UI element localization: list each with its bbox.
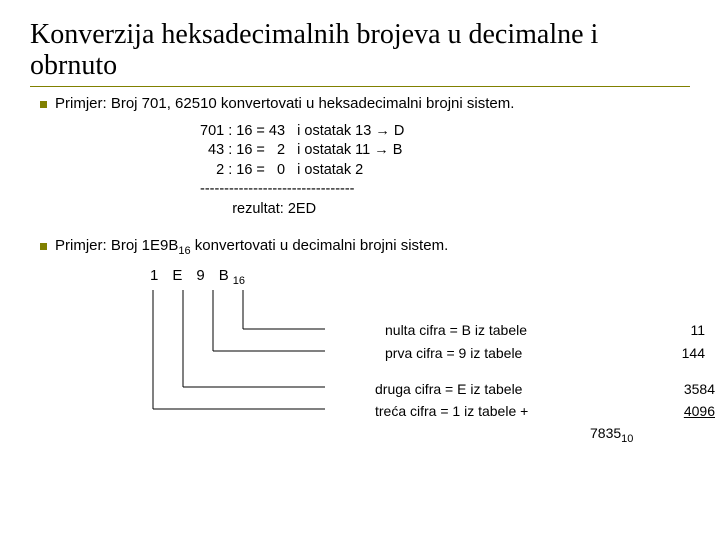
bullet-icon bbox=[40, 101, 47, 108]
bullet-icon bbox=[40, 243, 47, 250]
calc-line-2: 2 : 16 = 0 i ostatak 2 bbox=[200, 162, 363, 178]
calc-line-3: -------------------------------- bbox=[200, 181, 355, 197]
example1-row: Primjer: Broj 701, 62510 konvertovati u … bbox=[40, 95, 690, 112]
ex2-post: konvertovati u decimalni brojni sistem. bbox=[191, 237, 449, 254]
r3-val: 4096 bbox=[684, 403, 715, 419]
r2-text: druga cifra = E iz tabele bbox=[375, 381, 522, 397]
result-line-0: nulta cifra = B iz tabele 11 bbox=[385, 322, 705, 338]
result-line-1: prva cifra = 9 iz tabele 144 bbox=[385, 345, 705, 361]
calc-line-1: 43 : 16 = 2 i ostatak 11 → B bbox=[200, 142, 402, 158]
slide-title: Konverzija heksadecimalnih brojeva u dec… bbox=[30, 20, 690, 87]
result-line-2: druga cifra = E iz tabele 3584 bbox=[375, 381, 715, 397]
digits-sub: 16 bbox=[233, 275, 245, 287]
r2-val: 3584 bbox=[684, 381, 715, 397]
r1-val: 144 bbox=[682, 345, 705, 361]
example2-row: Primjer: Broj 1E9B16 konvertovati u deci… bbox=[40, 237, 690, 257]
slide: Konverzija heksadecimalnih brojeva u dec… bbox=[0, 0, 720, 540]
example1-text: Primjer: Broj 701, 62510 konvertovati u … bbox=[55, 95, 514, 112]
diagram-area: nulta cifra = B iz tabele 11 prva cifra … bbox=[145, 287, 690, 467]
ex2-sub: 16 bbox=[178, 245, 190, 257]
example2-text: Primjer: Broj 1E9B16 konvertovati u deci… bbox=[55, 237, 448, 257]
r1-text: prva cifra = 9 iz tabele bbox=[385, 345, 522, 361]
r3-text: treća cifra = 1 iz tabele + bbox=[375, 403, 528, 419]
total-val: 7835 bbox=[590, 425, 621, 441]
digit-0: 1 bbox=[150, 267, 172, 284]
result-line-3: treća cifra = 1 iz tabele + 4096 bbox=[375, 403, 715, 419]
total-sub: 10 bbox=[621, 433, 633, 445]
result-total: 783510 bbox=[590, 425, 633, 445]
digit-2: 9 bbox=[196, 267, 218, 284]
calc-block: 701 : 16 = 43 i ostatak 13 → D 43 : 16 =… bbox=[200, 122, 690, 220]
hex-digits: 1E9B16 bbox=[150, 267, 690, 287]
r0-val: 11 bbox=[690, 322, 705, 338]
calc-line-4: rezultat: 2ED bbox=[200, 201, 316, 217]
r0-text: nulta cifra = B iz tabele bbox=[385, 322, 527, 338]
digit-1: E bbox=[172, 267, 196, 284]
bracket-diagram bbox=[145, 287, 385, 457]
ex2-pre: Primjer: Broj 1E9B bbox=[55, 237, 178, 254]
calc-line-0: 701 : 16 = 43 i ostatak 13 → D bbox=[200, 123, 404, 139]
